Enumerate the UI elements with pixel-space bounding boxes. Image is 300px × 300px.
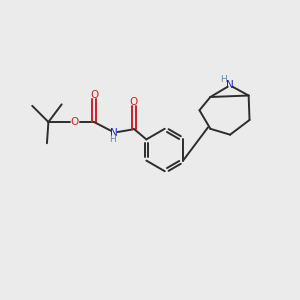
Text: N: N	[110, 128, 118, 138]
Text: H: H	[109, 135, 116, 144]
Text: O: O	[130, 97, 138, 107]
Text: H: H	[220, 75, 227, 84]
Text: O: O	[71, 117, 79, 127]
Text: N: N	[226, 80, 234, 90]
Text: O: O	[90, 90, 98, 100]
